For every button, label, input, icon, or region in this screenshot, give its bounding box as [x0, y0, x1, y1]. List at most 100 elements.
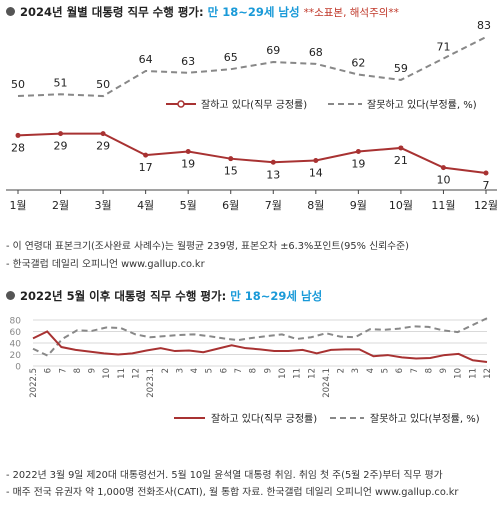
- chart1-positive-line: [17, 132, 487, 174]
- chart2-x-tick-label: 3: [175, 368, 185, 373]
- chart2-legend-positive-label: 잘하고 있다(직무 긍정률): [211, 412, 317, 425]
- chart2-y-tick-label: 0: [15, 363, 21, 373]
- chart2-positive-line: [32, 330, 488, 363]
- chart2-title: 2022년 5월 이후 대통령 직무 수행 평가: 만 18~29세 남성: [6, 288, 322, 304]
- chart1-positive-point: [270, 159, 276, 165]
- chart1-warning: **소표본, 해석주의**: [303, 7, 399, 19]
- chart1-negative-label: 63: [181, 55, 195, 68]
- chart1-negative-label: 50: [11, 78, 25, 91]
- chart2-x-tick-label: 10: [102, 368, 112, 379]
- chart1-legend-negative-label: 잘못하고 있다(부정률, %): [367, 98, 477, 111]
- chart2-x-tick-label: 4: [366, 368, 376, 373]
- chart2-x-tick-label: 12: [132, 368, 142, 379]
- chart2-x-tick-label: 6: [219, 368, 229, 373]
- chart2-x-tick-label: 11: [117, 368, 127, 379]
- chart1-x-tick-label: 1월: [9, 199, 26, 212]
- chart2-title-highlight: 만 18~29세 남성: [230, 289, 323, 303]
- chart2-x-tick-label: 7: [58, 368, 68, 373]
- chart1-negative-label: 65: [224, 51, 238, 64]
- chart1-title-text: 2024년 월별 대통령 직무 수행 평가:: [20, 5, 204, 19]
- chart2-x-tick-label: 12: [307, 368, 317, 379]
- chart1-x-tick-label: 9월: [350, 199, 367, 212]
- chart1-positive-point: [58, 131, 64, 137]
- chart1-positive-label: 15: [224, 165, 238, 178]
- chart1-x-tick-label: 10월: [389, 199, 413, 212]
- chart1-negative-label: 50: [96, 78, 110, 91]
- chart1-note-1: - 이 연령대 표본크기(조사완료 사례수)는 월평균 239명, 표본오차 ±…: [6, 241, 409, 252]
- chart2-x-tick-label: 6: [44, 368, 54, 373]
- chart1-positive-point: [355, 149, 361, 155]
- chart1-positive-point: [440, 165, 446, 171]
- chart1-legend-positive-label: 잘하고 있다(직무 긍정률): [201, 98, 307, 111]
- chart1-x-tick-label: 7월: [265, 199, 282, 212]
- chart1-legend-positive-marker: [177, 100, 185, 108]
- chart1-positive-point: [483, 170, 489, 176]
- chart1-x-tick-label: 11월: [431, 199, 455, 212]
- chart1-negative-label: 71: [436, 40, 450, 53]
- chart2-y-tick-label: 40: [10, 340, 22, 350]
- chart1-positive-label: 17: [139, 161, 153, 174]
- chart2-x-tick-label: 10: [278, 368, 288, 379]
- chart1-x-tick-label: 4월: [137, 199, 154, 212]
- chart2-x-tick-label: 5: [205, 368, 215, 373]
- chart2-x-tick-label: 9: [439, 368, 449, 373]
- chart2-x-tick-label: 4: [190, 368, 200, 373]
- bullet-dot-icon: [6, 291, 15, 300]
- chart2-x-tick-label: 5: [380, 368, 390, 373]
- chart2-x-tick-label: 2022.5: [29, 368, 39, 398]
- chart1-negative-label: 59: [394, 62, 408, 75]
- chart2-y-tick-label: 60: [10, 328, 22, 338]
- chart1-positive-point: [228, 156, 234, 162]
- chart1-negative-label: 62: [351, 57, 365, 70]
- chart2-y-tick-label: 80: [10, 317, 22, 327]
- chart2-x-tick-label: 12: [483, 368, 493, 379]
- chart2-x-tick-label: 2: [337, 368, 347, 373]
- chart1-title: 2024년 월별 대통령 직무 수행 평가: 만 18~29세 남성 **소표본…: [6, 4, 399, 20]
- chart2-x-tick-label: 7: [410, 368, 420, 373]
- chart1-title-highlight: 만 18~29세 남성: [207, 5, 300, 19]
- chart2-x-tick-label: 8: [424, 368, 434, 373]
- chart1-positive-point: [15, 132, 21, 138]
- chart1-positive-label: 7: [483, 179, 490, 192]
- chart1-positive-point: [398, 145, 404, 151]
- chart2-x-tick-label: 11: [293, 368, 303, 379]
- chart1-positive-label: 29: [96, 140, 110, 153]
- chart1-positive-label: 28: [11, 141, 25, 154]
- chart2-title-text: 2022년 5월 이후 대통령 직무 수행 평가:: [20, 289, 227, 303]
- chart1-negative-label: 51: [54, 76, 68, 89]
- chart1-x-tick-label: 5월: [180, 199, 197, 212]
- chart1-negative-line: [17, 36, 487, 98]
- chart2-x-tick-label: 6: [395, 368, 405, 373]
- chart1-x-tick-label: 8월: [307, 199, 324, 212]
- chart1-positive-label: 19: [351, 158, 365, 171]
- chart2-x-tick-label: 10: [454, 368, 464, 379]
- chart1-positive-label: 13: [266, 168, 280, 181]
- chart1-negative-label: 83: [477, 20, 491, 32]
- chart1-positive-point: [143, 152, 149, 158]
- chart2-note-2: - 매주 전국 유권자 약 1,000명 전화조사(CATI), 월 통합 자료…: [6, 487, 459, 498]
- chart1-x-tick-label: 3월: [95, 199, 112, 212]
- chart1-x-tick-label: 2월: [52, 199, 69, 212]
- chart2-x-tick-label: 8: [73, 368, 83, 373]
- chart1-positive-label: 10: [436, 174, 450, 187]
- chart1-negative-label: 64: [139, 53, 153, 66]
- chart2-y-tick-label: 20: [10, 351, 22, 361]
- chart1-positive-label: 14: [309, 166, 323, 179]
- chart2-x-tick-label: 8: [249, 368, 259, 373]
- chart1-positive-point: [100, 131, 106, 137]
- chart1-positive-label: 21: [394, 154, 408, 167]
- chart1-positive-point: [185, 149, 191, 155]
- chart2-x-tick-label: 9: [88, 368, 98, 373]
- chart2-x-tick-label: 2024.1: [322, 368, 332, 398]
- chart1-note-2: - 한국갤럽 데일리 오피니언 www.gallup.co.kr: [6, 259, 205, 270]
- chart2-x-tick-label: 9: [263, 368, 273, 373]
- chart2-legend-negative-label: 잘못하고 있다(부정률, %): [370, 412, 480, 425]
- chart1-svg: 1월 2월 3월 4월 5월 6월 7월 8월 9월 10월 11월 12월 50 51 50 64 63 65 6…: [6, 20, 498, 212]
- chart1-negative-label: 68: [309, 46, 323, 59]
- chart2-x-tick-label: 11: [468, 368, 478, 379]
- chart2-note-1: - 2022년 3월 9일 제20대 대통령선거. 5월 10일 윤석열 대통령…: [6, 470, 443, 481]
- chart2-x-tick-label: 2023.1: [146, 368, 156, 398]
- bullet-dot-icon: [6, 7, 15, 16]
